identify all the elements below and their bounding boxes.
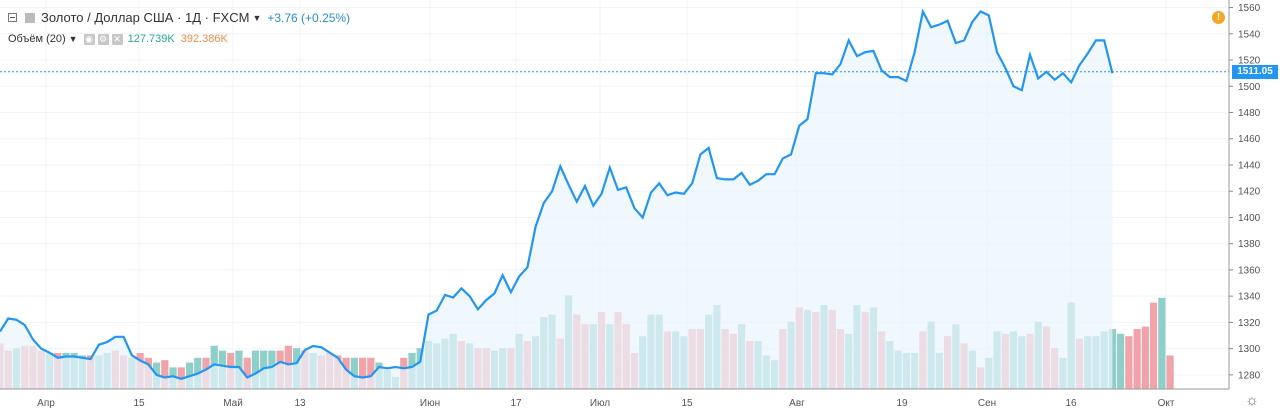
y-tick-label: 1280: [1238, 370, 1261, 381]
close-icon[interactable]: ✕: [111, 33, 123, 45]
price-line: [0, 8, 1114, 380]
collapse-icon[interactable]: [8, 13, 17, 22]
volume-value-1: 127.739K: [127, 33, 175, 45]
volume-bar: [350, 357, 358, 389]
x-tick-label: Апр: [37, 398, 55, 409]
x-tick-label: 17: [510, 398, 522, 409]
y-tick-label: 1340: [1238, 292, 1261, 303]
volume-bar: [1117, 333, 1125, 389]
x-tick-label: 15: [681, 398, 693, 409]
volume-bar: [1150, 302, 1158, 389]
volume-bar: [358, 357, 367, 389]
y-tick-label: 1500: [1238, 82, 1261, 93]
y-tick-label: 1380: [1238, 239, 1261, 250]
gear-icon[interactable]: ☼: [1245, 392, 1259, 409]
y-tick-label: 1300: [1238, 344, 1261, 355]
x-tick-label: Окт: [1158, 398, 1175, 409]
chevron-down-icon[interactable]: ▼: [252, 12, 262, 23]
y-tick-label: 1400: [1238, 213, 1261, 224]
x-tick-label: Сен: [978, 398, 996, 409]
y-tick-label: 1480: [1238, 108, 1261, 119]
symbol-icon: [25, 12, 35, 23]
chevron-down-icon[interactable]: ▼: [68, 34, 78, 44]
y-tick-label: 1520: [1238, 56, 1261, 67]
volume-bar: [1166, 355, 1174, 389]
y-tick-label: 1360: [1238, 265, 1261, 276]
x-tick-label: 19: [896, 398, 908, 409]
y-tick-label: 1320: [1238, 318, 1261, 329]
price-change: +3.76 (+0.25%): [267, 10, 351, 25]
y-axis: 1280 1300 1320 1340 1360 1380 1400 1420 1440 1460…: [1228, 0, 1261, 389]
x-tick-label: 13: [294, 398, 306, 409]
legend-main: Золото / Доллар США · 1Д · FXCM ▼ +3.76 …: [8, 10, 350, 25]
y-tick-label: 1540: [1238, 29, 1261, 40]
volume-bar: [1125, 336, 1133, 389]
volume-value-2: 392.386K: [180, 33, 228, 45]
x-tick-label: Июн: [420, 398, 440, 409]
volume-bar: [1141, 326, 1149, 389]
x-tick-label: Авг: [789, 398, 805, 409]
volume-bar: [161, 360, 169, 389]
volume-label[interactable]: Объём (20): [8, 33, 66, 45]
x-tick-label: 15: [133, 398, 145, 409]
symbol-title[interactable]: Золото / Доллар США · 1Д · FXCM: [41, 10, 250, 25]
x-tick-label: Май: [223, 398, 243, 409]
y-tick-label: 1420: [1238, 187, 1261, 198]
volume-bar: [1158, 297, 1166, 389]
y-tick-label: 1460: [1238, 134, 1261, 145]
legend-volume: Объём (20) ▼ ◉ ⚙ ✕ 127.739K 392.386K: [8, 33, 228, 45]
price-area: [0, 11, 1113, 389]
x-tick-label: 16: [1065, 398, 1077, 409]
settings-icon[interactable]: ⚙: [97, 33, 109, 45]
x-tick-label: Июл: [590, 398, 610, 409]
alert-icon[interactable]: !: [1212, 11, 1225, 24]
current-price-label: 1511.05: [1232, 64, 1278, 79]
volume-bar: [251, 350, 260, 389]
eye-icon[interactable]: ◉: [83, 33, 95, 45]
volume-bar: [1133, 329, 1141, 389]
volume-bar: [367, 357, 375, 389]
y-tick-label: 1440: [1238, 160, 1261, 171]
volume-bar: [243, 357, 251, 389]
y-tick-label: 1560: [1238, 3, 1261, 14]
x-axis: Апр 15 Май 13 Июн 17 Июл 15 Авг 19 Сен 16 Окт: [0, 388, 1229, 409]
